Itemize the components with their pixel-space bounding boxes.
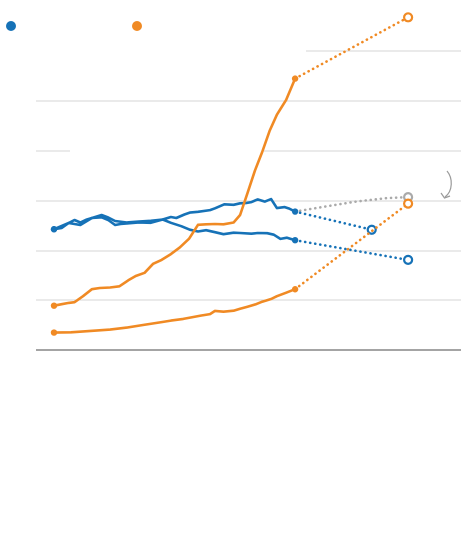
gray-projection-projection-line (293, 195, 410, 213)
blue-dot-icon (6, 21, 16, 31)
orange-upper-series (50, 12, 414, 309)
blue-upper-last-actual-point (291, 208, 299, 215)
blue-lower-projected-end-point (403, 254, 414, 265)
gray-projection-series (293, 192, 414, 213)
orange-lower-start-point (50, 329, 58, 336)
blue-lower-start-point (50, 226, 58, 233)
orange-lower-last-actual-point (291, 286, 299, 293)
arrow-head (440, 192, 451, 199)
blue-lower-series (50, 216, 414, 265)
orange-lower-series (50, 198, 414, 336)
orange-upper-projection-line (293, 16, 410, 80)
blue-lower-line (52, 216, 297, 242)
orange-upper-start-point (50, 302, 58, 309)
legend (6, 21, 142, 31)
gridlines (36, 50, 461, 301)
blue-upper-projection-line (293, 210, 373, 231)
orange-lower-projection-line (293, 202, 410, 291)
orange-upper-last-actual-point (291, 75, 299, 82)
orange-upper-line (52, 77, 297, 307)
orange-lower-line (52, 287, 297, 334)
blue-lower-projection-line (293, 238, 410, 262)
orange-upper-projected-end-point (403, 12, 414, 23)
orange-dot-icon (132, 21, 142, 31)
blue-lower-last-actual-point (291, 236, 299, 244)
series-layer (50, 12, 414, 336)
orange-lower-projected-end-point (403, 198, 414, 209)
curved-arrow-icon (444, 170, 452, 198)
